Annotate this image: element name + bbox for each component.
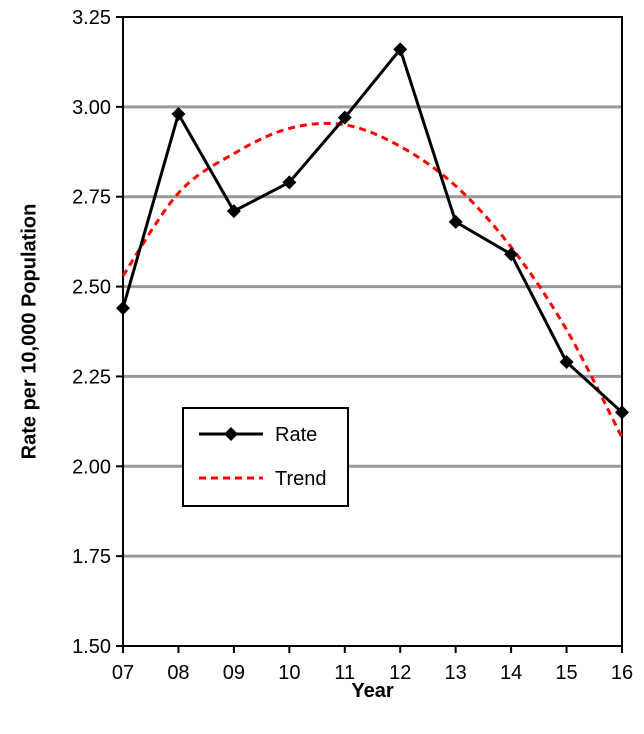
data-point-rate-08 [171, 107, 186, 122]
data-point-rate-16 [615, 405, 629, 420]
data-point-rate-10 [282, 175, 297, 190]
x-tick-label-4: 11 [334, 662, 355, 684]
legend-box [182, 407, 349, 507]
data-point-rate-14 [504, 247, 519, 262]
x-tick-label-5: 12 [389, 662, 411, 684]
data-point-rate-07 [116, 301, 130, 316]
legend-label-rate: Rate [275, 424, 317, 446]
x-tick-label-7: 14 [500, 662, 522, 684]
y-tick-label-3: 2.25 [72, 366, 111, 388]
axes [116, 16, 623, 653]
y-tick-label-7: 3.25 [72, 7, 111, 29]
y-tick-label-2: 2.00 [72, 456, 111, 478]
x-tick-label-0: 07 [112, 662, 134, 684]
data-point-rate-15 [559, 355, 574, 370]
x-axis-title: Year [351, 680, 393, 702]
x-tick-label-1: 08 [167, 662, 189, 684]
data-point-rate-13 [448, 214, 463, 229]
x-tick-label-9: 16 [611, 662, 633, 684]
legend: Rate Trend [182, 407, 349, 507]
plot-frame [122, 16, 623, 647]
x-tick-label-3: 10 [278, 662, 300, 684]
y-tick-label-4: 2.50 [72, 277, 111, 299]
x-tick-label-2: 09 [223, 662, 245, 684]
x-tick-label-8: 15 [555, 662, 577, 684]
y-tick-label-6: 3.00 [72, 97, 111, 119]
y-axis-title: Rate per 10,000 Population [18, 204, 40, 460]
tick-labels: 1.50 1.75 2.00 2.25 2.50 2.75 3.00 3.25 07 08 09 10… [72, 7, 633, 684]
x-tick-label-6: 13 [445, 662, 467, 684]
data-point-rate-09 [226, 204, 241, 219]
data-point-rate-12 [393, 42, 408, 57]
legend-label-trend: Trend [275, 468, 327, 490]
series [116, 42, 629, 439]
y-tick-label-5: 2.75 [72, 187, 111, 209]
series-line-trend [121, 121, 624, 439]
data-point-rate-11 [337, 110, 352, 125]
y-tick-label-0: 1.50 [72, 636, 111, 658]
series-line-rate [121, 46, 624, 414]
y-tick-label-1: 1.75 [72, 546, 111, 568]
legend-marker-rate [224, 427, 238, 441]
